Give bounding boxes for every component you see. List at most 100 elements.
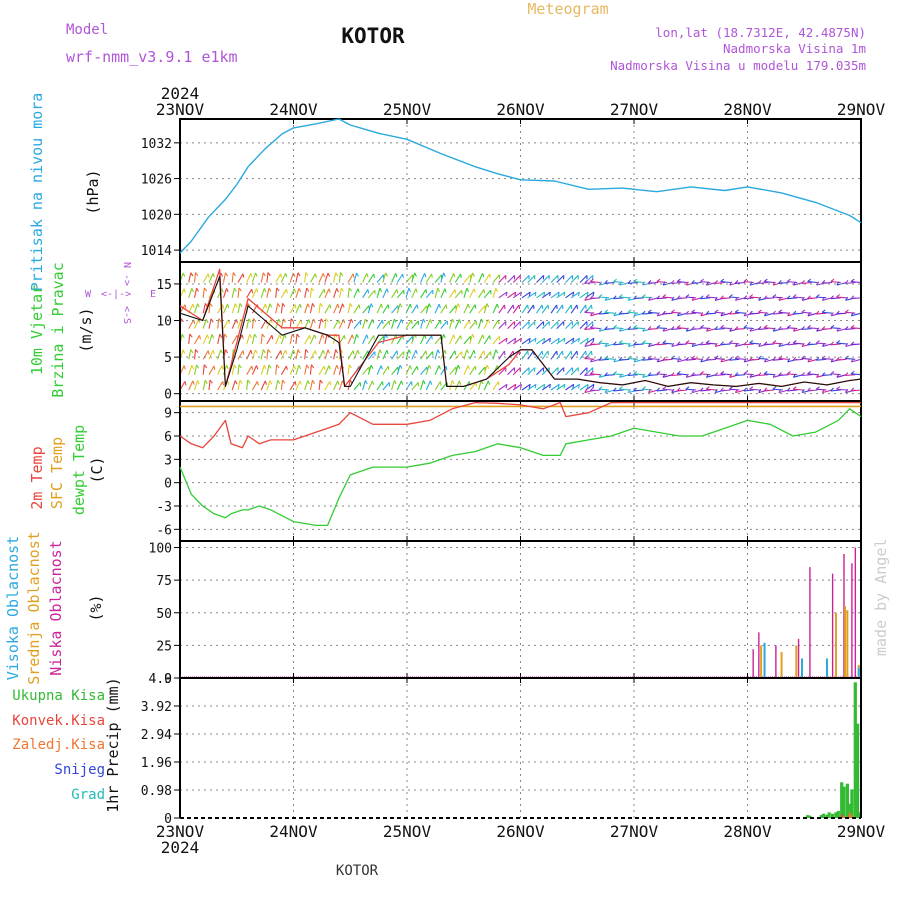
wind-barb-flag	[437, 349, 441, 354]
wind-barb-flag	[763, 387, 768, 392]
wind-barb-flag	[850, 341, 855, 346]
wind-barb	[604, 297, 615, 301]
wind-subtitle: Brzina i Pravac	[49, 262, 67, 397]
wind-barb-flag	[815, 294, 820, 298]
wind-barb	[222, 272, 227, 283]
wind-barb	[507, 275, 515, 283]
wind-barb	[275, 287, 278, 298]
wind-barb-flag	[816, 327, 820, 332]
wind-barb	[735, 328, 746, 330]
wind-barb-flag	[305, 272, 309, 277]
wind-barb-flag	[238, 364, 242, 369]
temp-ytick-label: -3	[156, 500, 172, 515]
wind-barb-flag	[182, 349, 186, 354]
wind-barb-flag	[662, 386, 667, 390]
wind-barb-flag	[298, 364, 302, 370]
wind-barb	[208, 365, 215, 375]
wind-barb-flag	[234, 303, 238, 308]
wind-barb-flag	[619, 281, 623, 286]
wind-barb-flag	[284, 350, 288, 355]
wind-barb-flag	[836, 327, 840, 332]
wind-barb	[585, 304, 592, 314]
wind-barb-flag	[400, 380, 404, 385]
wind-barb-flag	[341, 303, 345, 308]
wind-barb-flag	[598, 327, 602, 332]
wind-barb-flag	[778, 388, 782, 393]
wind-barb-flag	[563, 291, 566, 297]
wind-barb-flag	[336, 288, 339, 293]
wind-barb	[396, 303, 401, 314]
wind-barb	[720, 281, 731, 284]
wind-barb	[304, 349, 307, 360]
wind-barb	[850, 327, 862, 330]
wind-barb	[289, 365, 295, 375]
wind-barb	[604, 374, 615, 377]
wind-barb-flag	[489, 335, 491, 340]
wind-barb	[584, 281, 595, 284]
wind-barb-flag	[662, 340, 667, 344]
wind-barb-flag	[728, 310, 733, 315]
wind-barb-flag	[807, 341, 811, 346]
wind-barb-flag	[830, 312, 834, 317]
wind-barb-flag	[496, 303, 499, 309]
wind-barb-flag	[670, 280, 675, 284]
wind-barb-flag	[323, 289, 326, 294]
wind-barb-flag	[592, 384, 595, 389]
wind-barb	[579, 337, 589, 345]
wind-barb	[396, 351, 405, 360]
wind-barb	[830, 389, 841, 392]
wind-barb-flag	[503, 351, 506, 356]
wind-compass: N -> W <-|-> E <- S	[85, 262, 156, 324]
x-axis-labels-top: 23NOV 24NOV 25NOV 26NOV 27NOV 28NOV 29NOV	[156, 100, 886, 119]
wind-barb	[266, 380, 271, 391]
y-axis-titles: Pritisak na nivou mora (hPa) 10m Vjetar Brz…	[4, 93, 122, 813]
wind-barb	[850, 343, 862, 346]
wind-barb-flag	[280, 350, 283, 355]
wind-barb-flag	[431, 273, 433, 278]
wind-barb-flag	[453, 273, 456, 278]
wind-barb-flag	[319, 302, 324, 307]
wind-barb-flag	[350, 318, 354, 323]
wind-barb-flag	[633, 387, 637, 392]
wind-barb-flag	[691, 309, 696, 313]
wind-barb-flag	[255, 349, 258, 354]
wind-barb-flag	[850, 324, 855, 329]
wind-barb-flag	[589, 295, 594, 300]
wind-barb	[347, 318, 352, 329]
temp-ytick-label: 9	[164, 407, 172, 422]
wind-barb	[193, 287, 198, 298]
wind-barb	[570, 304, 578, 314]
wind-barb	[556, 350, 563, 360]
wind-barb-flag	[801, 296, 805, 301]
wind-barb	[729, 358, 740, 361]
wind-barb	[391, 366, 399, 376]
wind-barb	[720, 297, 731, 300]
wind-barb	[396, 319, 402, 329]
wind-barb-flag	[474, 366, 477, 371]
wind-barb	[579, 367, 588, 376]
wind-barb	[405, 319, 412, 329]
wind-barb-flag	[743, 324, 748, 329]
wind-barb-flag	[584, 326, 588, 330]
wind-barb-flag	[613, 278, 617, 283]
wind-barb	[642, 358, 653, 361]
wind-barb-flag	[627, 372, 632, 376]
wind-barb	[590, 327, 601, 330]
wind-barb-flag	[528, 291, 531, 297]
wind-barb-flag	[671, 388, 675, 393]
wind-barb-flag	[416, 304, 419, 309]
precip-legend-item: Snijeg	[54, 762, 105, 778]
wind-barb	[492, 288, 497, 298]
wind-barb	[627, 374, 638, 377]
x-tick-label-top: 29NOV	[837, 100, 886, 119]
wind-barb	[527, 337, 537, 345]
wind-barb-flag	[757, 280, 762, 284]
wind-barb	[353, 334, 358, 345]
wind-barb	[536, 304, 543, 314]
wind-barb-flag	[807, 295, 811, 300]
wind-barb-flag	[598, 356, 603, 361]
wind-barb	[295, 333, 298, 344]
wind-barb-flag	[241, 334, 244, 339]
wind-barb	[309, 380, 314, 391]
wind-barb-flag	[310, 287, 315, 292]
